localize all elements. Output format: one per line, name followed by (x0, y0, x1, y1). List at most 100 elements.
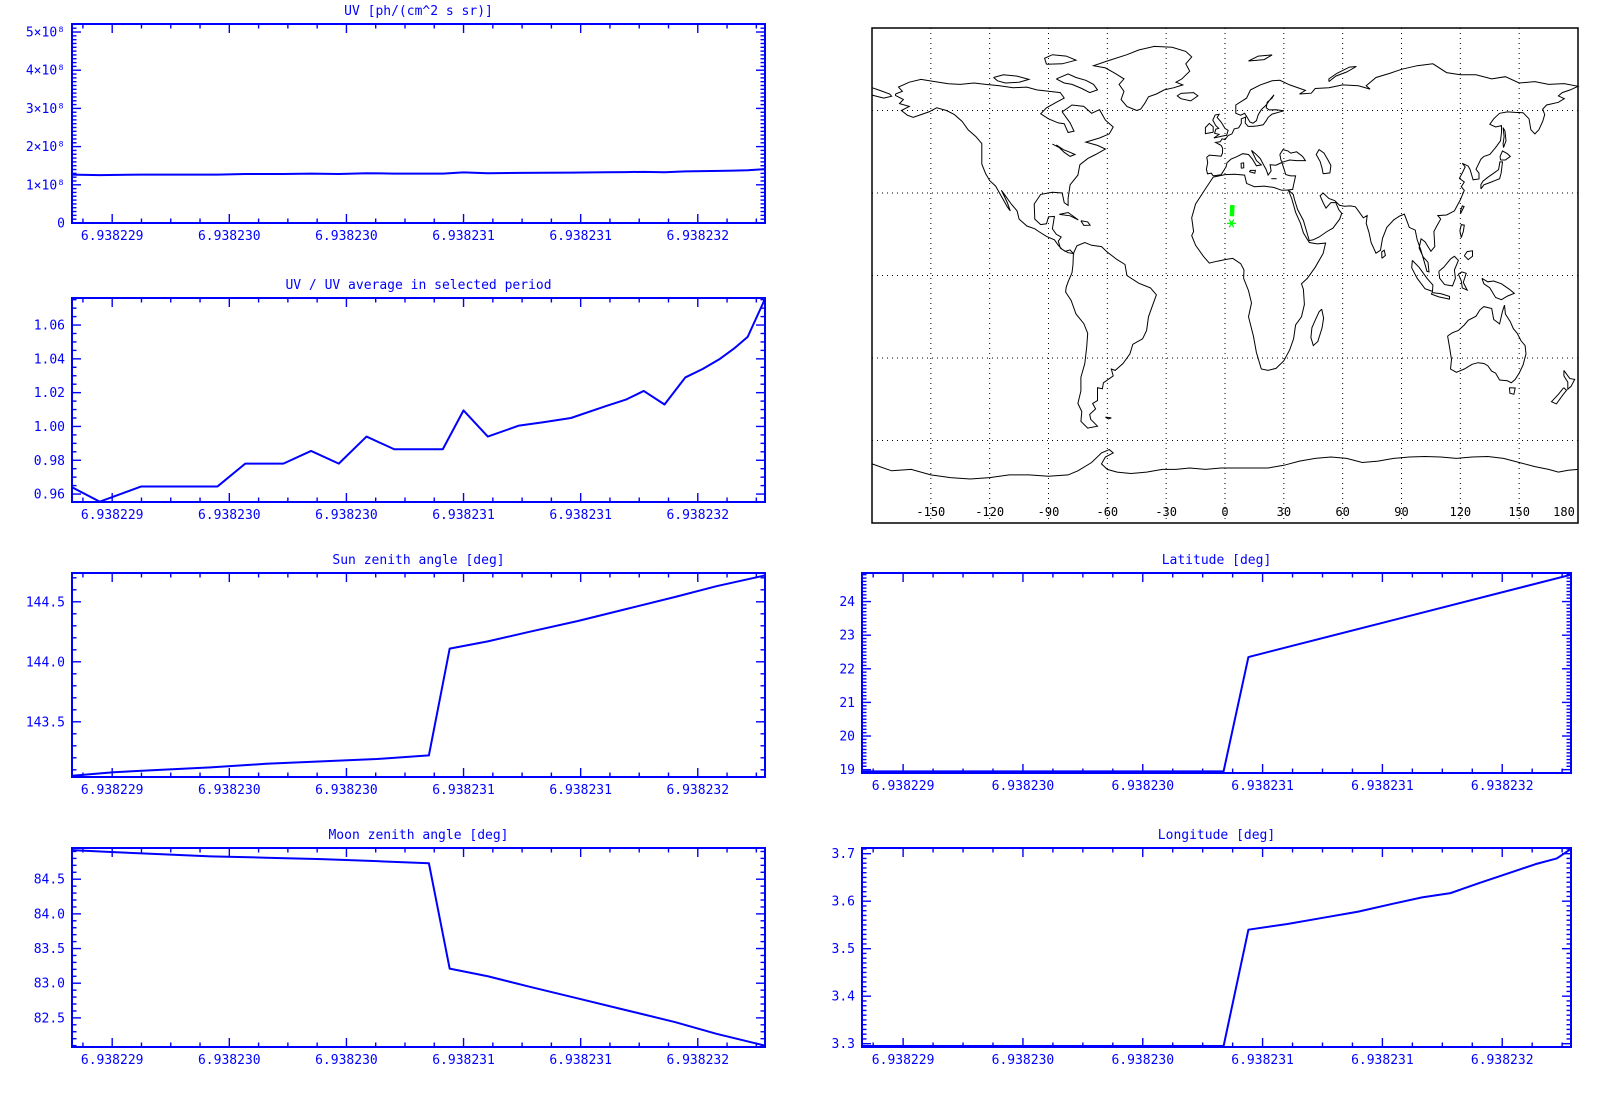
svg-text:24: 24 (839, 595, 855, 610)
coastline-africa (1191, 173, 1327, 371)
plot-frame (861, 572, 1572, 774)
sun-zenith-plot: 6.938229 6.938230 6.938230 6.938231 6.938231… (26, 572, 766, 798)
svg-text:6.938231: 6.938231 (1351, 779, 1414, 794)
coastline-victoria-island (993, 74, 1031, 84)
coastline-mindanao (1463, 250, 1473, 261)
longitude-chart: Longitude [deg] 6.938229 6.938230 6.938230… (830, 824, 1600, 1100)
moon-zenith-chart: Moon zenith angle [deg] 6.938229 6.938230… (0, 824, 800, 1100)
uv-ratio-chart-title: UV / UV average in selected period (285, 278, 552, 293)
longitude-plot: 6.938229 6.938230 6.938230 6.938231 6.938231… (832, 847, 1572, 1068)
map-frame (871, 27, 1579, 524)
coastline-new-zealand-south (1550, 387, 1568, 405)
svg-text:6.938230: 6.938230 (198, 229, 261, 244)
svg-text:180: 180 (1553, 505, 1575, 519)
data-line (72, 298, 765, 502)
svg-text:3.3: 3.3 (832, 1037, 855, 1052)
svg-text:6.938230: 6.938230 (1111, 779, 1174, 794)
coastlines (871, 45, 1580, 480)
ground-track (1226, 204, 1236, 228)
coastline-hokkaido (1499, 150, 1512, 161)
coastline-australia (1447, 305, 1527, 384)
svg-text:20: 20 (839, 730, 855, 745)
svg-text:6.938229: 6.938229 (872, 779, 935, 794)
coastline-sumatra (1411, 260, 1434, 293)
coastline-black-sea (1279, 149, 1307, 163)
svg-text:3.5: 3.5 (832, 942, 855, 957)
svg-text:6.938229: 6.938229 (81, 508, 144, 523)
coastline-honshu (1480, 161, 1504, 190)
svg-text:2×10⁸: 2×10⁸ (26, 140, 65, 155)
svg-text:6.938230: 6.938230 (315, 508, 378, 523)
svg-text:6.938230: 6.938230 (315, 229, 378, 244)
coastline-novaya-zemlya (1328, 66, 1357, 82)
svg-text:6.938231: 6.938231 (432, 1053, 495, 1068)
coastline-north-america (895, 78, 1114, 255)
sun-zenith-chart-title: Sun zenith angle [deg] (332, 553, 505, 568)
plot-frame (71, 23, 766, 224)
svg-text:90: 90 (1394, 505, 1408, 519)
coastline-svalbard (1248, 54, 1273, 62)
axis-labels: 6.938229 6.938230 6.938230 6.938231 6.938231… (34, 319, 729, 523)
axis-labels: 6.938229 6.938230 6.938230 6.938231 6.938231… (26, 26, 729, 244)
svg-text:60: 60 (1335, 505, 1349, 519)
svg-text:6.938231: 6.938231 (1351, 1053, 1414, 1068)
svg-text:6.938230: 6.938230 (1111, 1053, 1174, 1068)
coastline-java (1430, 292, 1450, 300)
svg-text:0: 0 (57, 217, 65, 232)
coastline-ireland (1204, 122, 1214, 135)
coastline-new-zealand-north (1563, 370, 1576, 391)
coastline-taiwan (1459, 205, 1465, 214)
coastline-iceland (1176, 92, 1199, 102)
svg-text:-150: -150 (916, 505, 945, 519)
plot-frame (71, 297, 766, 503)
axis-labels: 6.938229 6.938230 6.938230 6.938231 6.938231… (34, 873, 729, 1068)
data-line (72, 168, 765, 177)
svg-text:6.938231: 6.938231 (432, 783, 495, 798)
coastline-greenland (1091, 45, 1193, 111)
svg-text:19: 19 (839, 763, 855, 778)
svg-text:6.938231: 6.938231 (432, 229, 495, 244)
plot-frame (71, 847, 766, 1048)
svg-text:83.5: 83.5 (34, 942, 65, 957)
svg-text:6.938232: 6.938232 (666, 508, 729, 523)
svg-text:21: 21 (839, 696, 855, 711)
svg-text:6.938232: 6.938232 (666, 1053, 729, 1068)
svg-text:-120: -120 (975, 505, 1004, 519)
longitude-chart-title: Longitude [deg] (1157, 828, 1276, 843)
svg-text:143.5: 143.5 (26, 715, 65, 730)
latitude-plot: 6.938229 6.938230 6.938230 6.938231 6.938231… (839, 572, 1572, 794)
svg-text:6.938231: 6.938231 (549, 229, 612, 244)
svg-text:6.938231: 6.938231 (1231, 1053, 1294, 1068)
coastline-falkland-islands (1105, 416, 1112, 420)
svg-text:6.938230: 6.938230 (992, 779, 1055, 794)
axis-ticks (72, 573, 765, 777)
coastline-sicily (1248, 169, 1257, 174)
coastline-new-guinea (1481, 277, 1516, 301)
svg-text:82.5: 82.5 (34, 1011, 65, 1026)
svg-text:6.938232: 6.938232 (666, 783, 729, 798)
svg-text:6.938232: 6.938232 (1471, 779, 1534, 794)
svg-text:5×10⁸: 5×10⁸ (26, 26, 65, 41)
coastline-cuba (1059, 211, 1079, 221)
svg-text:1.04: 1.04 (34, 352, 65, 367)
coastline-sri-lanka (1381, 249, 1386, 259)
coastline-hispaniola (1080, 220, 1092, 226)
axis-labels: 6.938229 6.938230 6.938230 6.938231 6.938231… (26, 595, 729, 798)
axis-labels: 6.938229 6.938230 6.938230 6.938231 6.938231… (839, 595, 1533, 794)
svg-text:6.938232: 6.938232 (1471, 1053, 1534, 1068)
svg-text:144.0: 144.0 (26, 655, 65, 670)
svg-text:0.98: 0.98 (34, 454, 65, 469)
world-map-plot: -150 -120 -90 -60 -30 0 30 60 90 120 150 180 (871, 27, 1580, 524)
uv-plot: 6.938229 6.938230 6.938230 6.938231 6.938231… (26, 23, 766, 244)
graticule (872, 28, 1578, 523)
coastline-borneo (1438, 255, 1459, 287)
svg-text:6.938230: 6.938230 (992, 1053, 1055, 1068)
coastline-antarctica (871, 449, 1579, 480)
svg-text:6.938231: 6.938231 (432, 508, 495, 523)
svg-text:22: 22 (839, 662, 855, 677)
svg-text:144.5: 144.5 (26, 595, 65, 610)
svg-text:6.938229: 6.938229 (81, 1053, 144, 1068)
latitude-chart: Latitude [deg] 6.938229 6.938230 6.938230 6… (830, 549, 1600, 824)
coastline-baffin-island (1056, 73, 1099, 94)
